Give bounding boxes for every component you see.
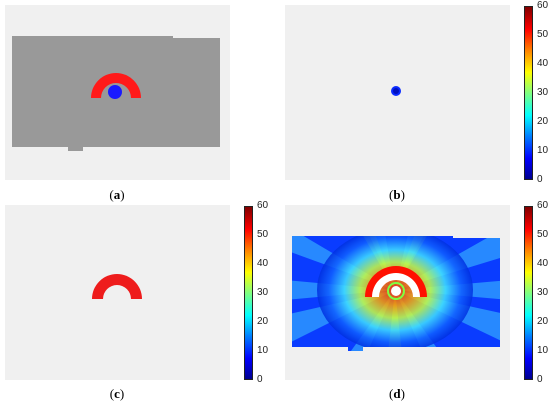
colorbar-c-tick: 40 bbox=[257, 258, 269, 269]
panel-b bbox=[285, 5, 510, 180]
target-arc bbox=[91, 73, 141, 98]
target-arc bbox=[92, 274, 142, 299]
panel-c bbox=[5, 205, 230, 380]
colorbar-c-tick: 50 bbox=[257, 229, 269, 240]
colorbar-d bbox=[524, 206, 533, 380]
colorbar-c-tick: 20 bbox=[257, 316, 269, 327]
panel-d bbox=[285, 205, 510, 380]
panel-b-image bbox=[391, 86, 401, 96]
panel-d-image bbox=[292, 236, 500, 351]
panel-a-image bbox=[12, 36, 220, 151]
colorbar-d-tick: 30 bbox=[537, 287, 549, 298]
colorbar-d-tick: 0 bbox=[537, 374, 543, 385]
colorbar-b-tick: 10 bbox=[537, 145, 549, 156]
colorbar-d-tick: 50 bbox=[537, 229, 549, 240]
colorbar-b-tick: 40 bbox=[537, 58, 549, 69]
colorbar-d-tick: 20 bbox=[537, 316, 549, 327]
colorbar-d-tick: 10 bbox=[537, 345, 549, 356]
colorbar-c bbox=[244, 206, 253, 380]
organ-at-risk bbox=[108, 85, 122, 99]
colorbar-b-tick: 0 bbox=[537, 174, 543, 185]
colorbar-c-tick: 10 bbox=[257, 345, 269, 356]
panel-a bbox=[5, 5, 230, 180]
panel-c-image bbox=[92, 274, 142, 299]
colorbar-b-tick: 20 bbox=[537, 116, 549, 127]
colorbar-b-tick: 60 bbox=[537, 0, 549, 11]
caption-c: (c) bbox=[109, 386, 125, 401]
colorbar-b-tick: 30 bbox=[537, 87, 549, 98]
colorbar-d-tick: 60 bbox=[537, 200, 549, 211]
colorbar-c-tick: 30 bbox=[257, 287, 269, 298]
dose-distribution bbox=[292, 236, 500, 351]
colorbar-b bbox=[524, 6, 533, 180]
colorbar-c-tick: 60 bbox=[257, 200, 269, 211]
colorbar-b-tick: 50 bbox=[537, 29, 549, 40]
colorbar-d-tick: 40 bbox=[537, 258, 549, 269]
caption-b: (b) bbox=[389, 187, 405, 202]
caption-d: (d) bbox=[389, 386, 405, 401]
caption-a: (a) bbox=[109, 187, 125, 202]
colorbar-c-tick: 0 bbox=[257, 374, 263, 385]
